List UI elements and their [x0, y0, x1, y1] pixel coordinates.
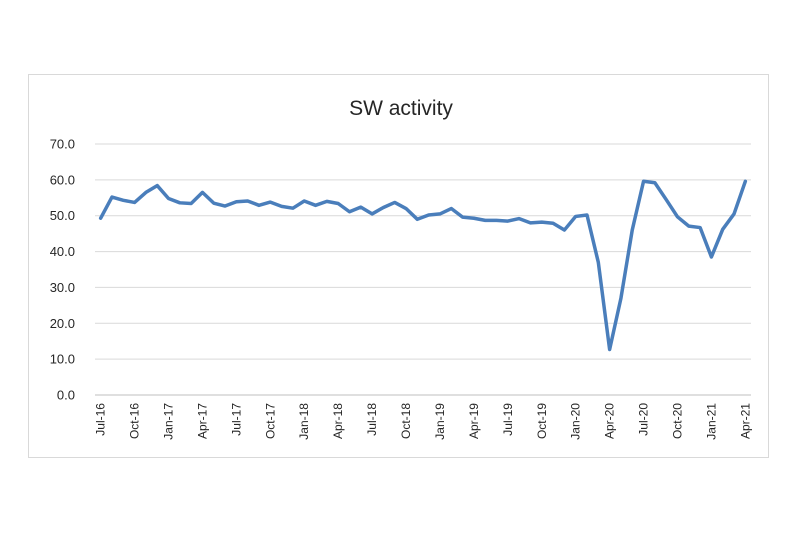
data-point [665, 198, 667, 201]
data-point [111, 196, 113, 198]
data-point [326, 200, 328, 203]
data-point [507, 220, 509, 222]
data-point [744, 180, 747, 183]
x-tick-label: Oct-17 [263, 403, 277, 439]
data-point [99, 217, 102, 220]
data-point [518, 217, 520, 220]
x-tick-label: Apr-20 [603, 403, 617, 439]
y-tick-label: 10.0 [50, 352, 75, 367]
data-point [246, 200, 249, 202]
x-axis-tick-labels: Jul-16 Oct-16 Jan-17 Apr-17 Jul-17 Oct-17 Jan-… [94, 403, 753, 440]
x-tick-label: Jan-21 [704, 403, 718, 440]
line-chart: SW activity 0.0 10.0 20.0 30.0 40.0 50.0 60.0 7… [50, 97, 753, 440]
x-tick-label: Oct-20 [670, 403, 684, 439]
series-line [98, 179, 748, 352]
x-tick-label: Oct-16 [128, 403, 142, 439]
x-tick-label: Apr-19 [467, 403, 481, 439]
data-point [235, 200, 238, 203]
x-tick-label: Jul-17 [229, 403, 243, 436]
data-point [382, 206, 385, 209]
data-point [393, 201, 396, 204]
data-point [359, 206, 362, 208]
data-point [145, 191, 147, 194]
data-point [529, 222, 532, 224]
data-point [495, 219, 498, 222]
data-point [280, 205, 283, 208]
data-point [405, 207, 407, 210]
chart-title: SW activity [349, 97, 453, 120]
data-point [699, 226, 701, 229]
data-point [676, 215, 679, 218]
data-point [473, 217, 475, 220]
data-point [224, 205, 226, 207]
data-point [654, 181, 656, 184]
x-tick-label: Jul-19 [501, 403, 515, 436]
data-point [631, 229, 634, 231]
data-point [371, 213, 373, 215]
data-point [687, 225, 690, 227]
data-point [133, 201, 136, 204]
y-tick-label: 30.0 [50, 280, 75, 295]
data-point [586, 214, 588, 216]
x-tick-label: Jan-19 [433, 403, 447, 440]
data-point [563, 229, 566, 231]
data-point [179, 202, 181, 204]
data-point [258, 204, 260, 207]
x-tick-label: Apr-18 [331, 403, 345, 439]
data-point [156, 184, 159, 187]
x-tick-label: Apr-17 [195, 403, 209, 439]
data-point [314, 204, 317, 207]
y-axis-tick-labels: 0.0 10.0 20.0 30.0 40.0 50.0 60.0 70.0 [50, 137, 75, 403]
data-point [540, 221, 543, 223]
y-tick-label: 40.0 [50, 244, 75, 259]
x-tick-label: Oct-18 [399, 403, 413, 439]
data-point [642, 180, 645, 183]
data-point [416, 218, 419, 221]
data-point [269, 201, 272, 203]
data-point [292, 207, 294, 209]
data-point [201, 191, 204, 194]
data-point [337, 202, 339, 205]
data-point [733, 213, 735, 215]
data-point [303, 200, 306, 202]
x-tick-label: Jul-18 [365, 403, 379, 436]
data-point [212, 202, 215, 204]
data-point [721, 228, 724, 231]
data-point [608, 348, 611, 351]
x-tick-label: Jan-20 [569, 403, 583, 440]
x-tick-label: Oct-19 [535, 403, 549, 439]
data-point [552, 222, 554, 225]
x-tick-label: Jul-16 [94, 403, 108, 436]
y-tick-label: 0.0 [57, 388, 75, 403]
x-tick-label: Jul-20 [637, 403, 651, 436]
data-point [439, 213, 441, 215]
y-tick-label: 60.0 [50, 172, 75, 187]
data-point [450, 207, 453, 210]
x-tick-label: Jan-18 [297, 403, 311, 440]
data-point [620, 297, 622, 299]
data-point [461, 216, 464, 218]
data-point [167, 197, 170, 200]
series-layer [98, 179, 748, 352]
y-tick-label: 70.0 [50, 137, 75, 152]
data-point [122, 199, 125, 202]
data-point [348, 210, 351, 213]
chart-frame: SW activity 0.0 10.0 20.0 30.0 40.0 50.0 60.0 7… [28, 74, 769, 458]
data-point [710, 256, 713, 258]
data-point [574, 215, 577, 218]
data-point [597, 261, 600, 264]
x-tick-label: Apr-21 [738, 403, 752, 439]
y-tick-label: 50.0 [50, 208, 75, 223]
y-tick-label: 20.0 [50, 316, 75, 331]
data-point [484, 219, 487, 222]
x-tick-label: Jan-17 [162, 403, 176, 440]
data-point [190, 202, 192, 205]
data-point [427, 214, 430, 216]
